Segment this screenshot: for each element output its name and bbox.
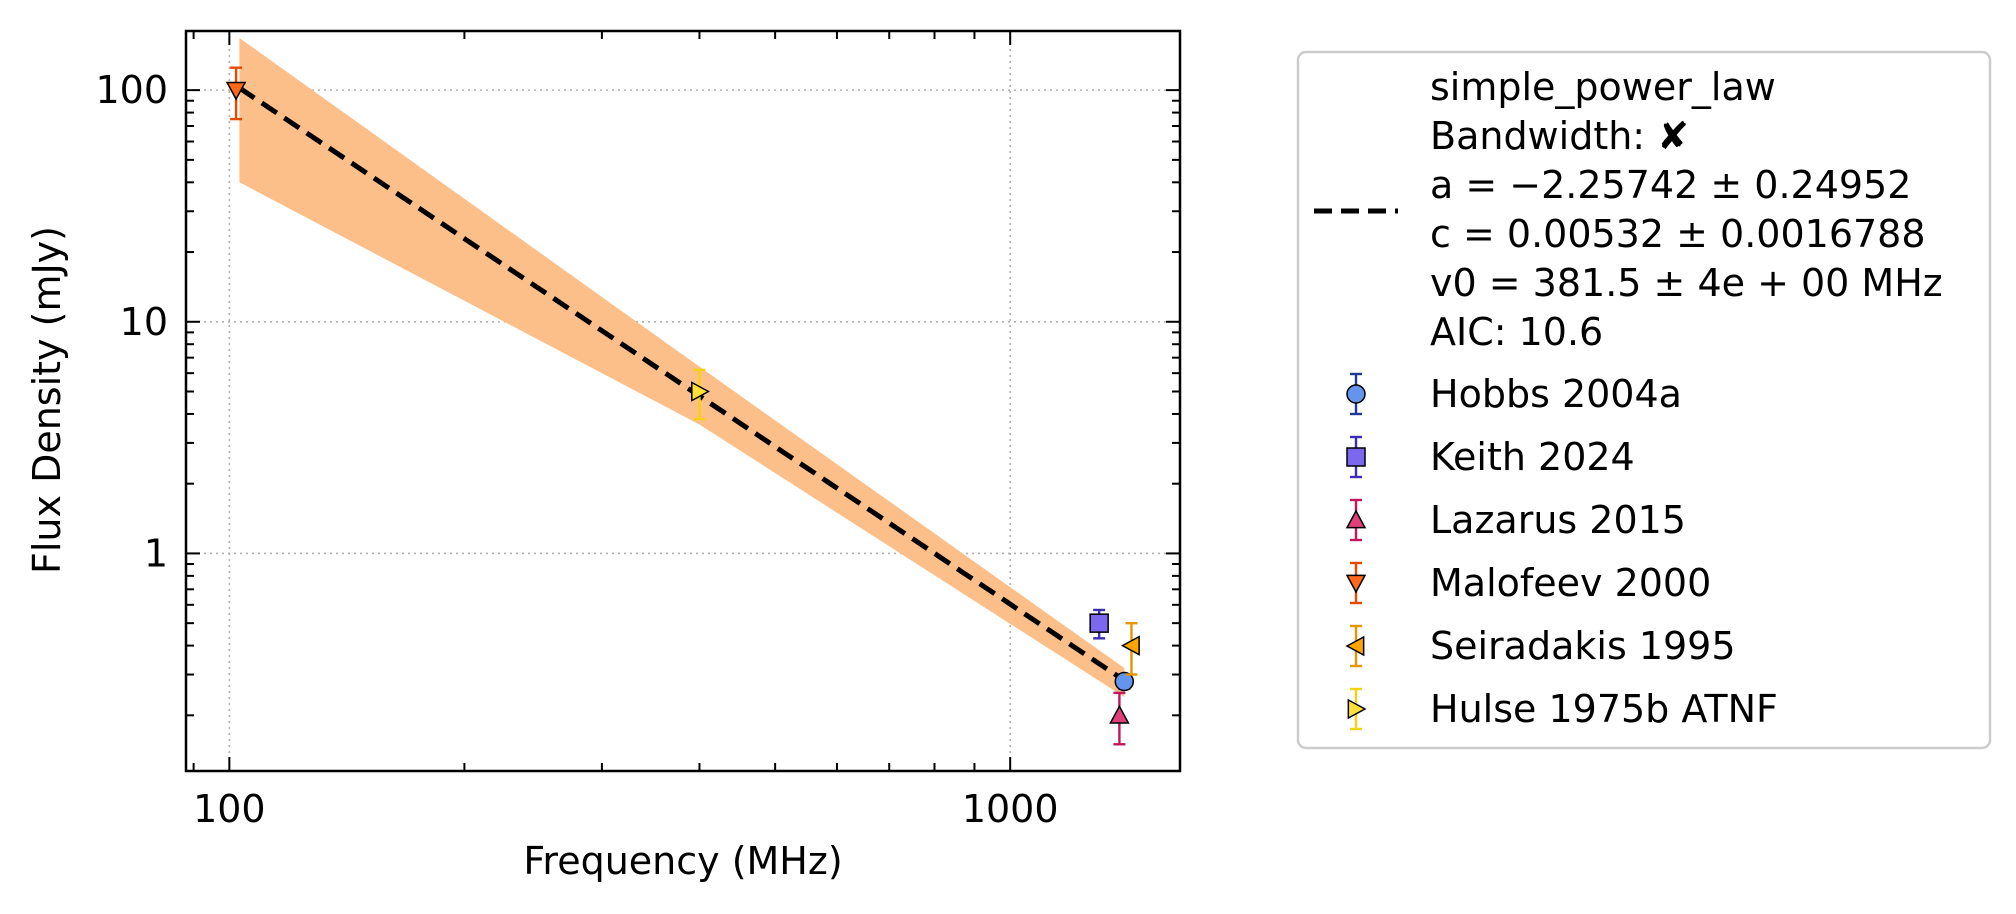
y-tick-label: 10 — [120, 300, 168, 344]
legend-marker-malofeev-2000 — [1345, 574, 1367, 594]
plot-frame — [184, 29, 1182, 773]
legend-marker-seiradakis-1995 — [1345, 635, 1365, 657]
legend-fit-line: v0 = 381.5 ± 4e + 00 MHz — [1430, 261, 1943, 305]
legend-label-keith-2024: Keith 2024 — [1430, 435, 1635, 479]
x-axis-label: Frequency (MHz) — [523, 839, 842, 883]
grid — [186, 31, 1180, 771]
legend-label-lazarus-2015: Lazarus 2015 — [1430, 498, 1686, 542]
legend-marker-hobbs-2004a — [1346, 384, 1366, 404]
y-tick-label: 1 — [144, 531, 168, 575]
fit-line-layer — [238, 85, 1126, 683]
legend-fit-line: Bandwidth: ✘ — [1430, 114, 1689, 158]
legend: simple_power_law Bandwidth: ✘ a = −2.25742… — [1296, 50, 1992, 750]
x-tick-label: 1000 — [962, 787, 1059, 831]
x-tick-label: 100 — [193, 787, 266, 831]
legend-label-malofeev-2000: Malofeev 2000 — [1430, 561, 1711, 605]
confidence-band — [239, 37, 1125, 697]
legend-fit-line: a = −2.25742 ± 0.24952 — [1430, 163, 1911, 207]
legend-fit-line: AIC: 10.6 — [1430, 310, 1603, 354]
legend-fit-line: simple_power_law — [1430, 65, 1776, 109]
legend-box — [1296, 50, 1992, 750]
y-axis-label: Flux Density (mJy) — [25, 226, 69, 574]
data-point-seiradakis-1995 — [1120, 635, 1140, 656]
fit-line — [238, 85, 1126, 683]
legend-label-hobbs-2004a: Hobbs 2004a — [1430, 372, 1682, 416]
legend-marker-keith-2024 — [1346, 447, 1366, 467]
data-point-lazarus-2015 — [1109, 704, 1130, 724]
data-points-layer — [225, 66, 1140, 746]
confidence-band-layer — [239, 37, 1125, 697]
legend-marker-lazarus-2015 — [1345, 509, 1367, 529]
legend-fit-line: c = 0.00532 ± 0.0016788 — [1430, 212, 1926, 256]
legend-marker-hulse-1975b-atnf — [1347, 698, 1367, 720]
legend-series-entries: Hobbs 2004a Keith 2024 Lazarus 2015 Malofee… — [1345, 372, 1778, 731]
y-tick-label: 100 — [95, 68, 168, 112]
axis-ticks: 100 1000 1 10 100 — [95, 31, 1180, 831]
data-point-keith-2024 — [1089, 613, 1109, 633]
legend-label-seiradakis-1995: Seiradakis 1995 — [1430, 624, 1736, 668]
data-point-malofeev-2000 — [225, 81, 247, 101]
data-point-hulse-1975b-atnf — [691, 381, 711, 402]
legend-label-hulse-1975b-atnf: Hulse 1975b ATNF — [1430, 687, 1778, 731]
data-point-hobbs-2004a — [1114, 671, 1135, 692]
legend-fit-text: simple_power_law Bandwidth: ✘ a = −2.25742… — [1430, 65, 1943, 354]
